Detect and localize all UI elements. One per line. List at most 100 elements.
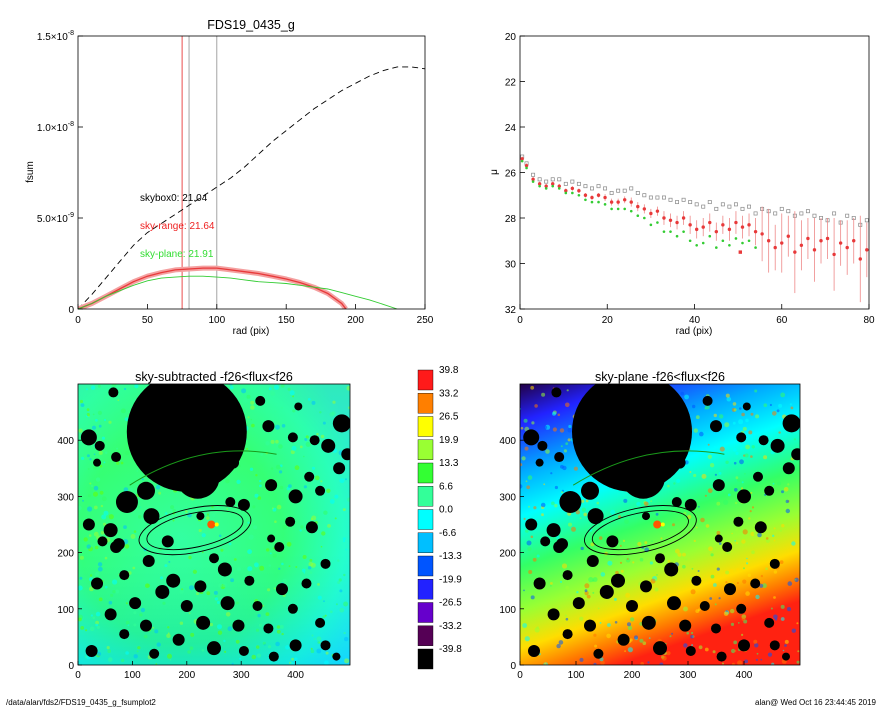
point-marker <box>597 200 600 204</box>
star-mask <box>289 639 302 652</box>
noise-speck <box>320 480 323 483</box>
noise-speck <box>797 650 800 653</box>
point-marker <box>656 221 659 224</box>
noise-speck <box>166 633 171 638</box>
noise-speck <box>79 555 84 560</box>
y-tick-label: 400 <box>499 436 516 447</box>
noise-speck <box>691 567 694 570</box>
star-mask <box>305 521 318 534</box>
noise-speck <box>95 623 99 627</box>
y-axis-ticks: 0 5.0×10-9 1.0×10-8 1.5×10-8 <box>37 30 83 316</box>
noise-speck <box>313 638 316 640</box>
noise-speck <box>791 541 796 546</box>
noise-speck <box>697 570 700 572</box>
point-marker <box>649 211 653 216</box>
noise-speck <box>347 497 350 502</box>
noise-speck <box>281 562 284 566</box>
noise-speck <box>579 517 582 520</box>
noise-speck <box>179 589 184 594</box>
star-mask <box>554 452 565 463</box>
noise-speck <box>155 663 158 665</box>
point-marker <box>596 193 601 197</box>
noise-speck <box>99 464 103 468</box>
noise-speck <box>526 485 531 490</box>
noise-speck <box>625 592 631 598</box>
point-marker <box>832 252 836 257</box>
noise-speck <box>160 576 164 580</box>
noise-speck <box>740 447 743 450</box>
noise-speck <box>295 566 298 568</box>
noise-speck <box>735 476 739 480</box>
noise-speck <box>773 539 776 542</box>
noise-speck <box>274 424 280 430</box>
noise-speck <box>190 632 195 637</box>
noise-speck <box>262 641 266 645</box>
noise-speck <box>619 544 622 547</box>
noise-speck <box>741 539 746 544</box>
noise-speck <box>773 614 778 620</box>
noise-speck <box>596 501 600 505</box>
noise-speck <box>751 445 755 449</box>
noise-speck <box>282 578 287 583</box>
noise-speck <box>274 410 277 413</box>
noise-speck <box>86 413 90 417</box>
star-mask <box>262 420 275 433</box>
noise-speck <box>745 444 750 450</box>
noise-speck <box>106 646 110 650</box>
noise-speck <box>786 607 792 612</box>
star-mask <box>166 573 181 588</box>
noise-speck <box>247 521 250 524</box>
noise-speck <box>253 525 258 530</box>
noise-speck <box>206 591 211 596</box>
star-mask <box>267 534 276 543</box>
star-mask <box>742 402 751 411</box>
colorbar-cell <box>417 532 434 553</box>
noise-speck <box>627 625 633 631</box>
star-mask <box>655 553 665 564</box>
point-marker <box>648 195 653 200</box>
point-marker <box>832 211 837 216</box>
point-marker <box>570 186 575 191</box>
star-mask <box>209 553 219 564</box>
star-mask <box>684 498 697 511</box>
noise-speck <box>246 447 249 450</box>
noise-speck <box>682 552 686 557</box>
noise-speck <box>268 564 272 567</box>
noise-speck <box>324 660 329 665</box>
noise-speck <box>290 450 295 455</box>
noise-speck <box>597 607 600 610</box>
noise-speck <box>256 653 261 658</box>
noise-speck <box>108 514 114 520</box>
noise-speck <box>250 418 253 421</box>
noise-speck <box>133 654 138 659</box>
noise-speck <box>636 605 642 611</box>
noise-speck <box>299 472 303 477</box>
star-mask <box>770 438 785 453</box>
noise-speck <box>791 628 796 633</box>
star-mask <box>551 387 562 398</box>
y-axis-label: μ <box>489 169 500 175</box>
noise-speck <box>165 512 168 515</box>
image-frame <box>77 383 351 666</box>
noise-speck <box>744 473 746 475</box>
point-marker <box>544 184 548 188</box>
y-tick-label: 200 <box>499 549 516 560</box>
noise-speck <box>319 411 322 414</box>
star-mask <box>155 584 170 599</box>
noise-speck <box>592 577 598 582</box>
noise-speck <box>311 400 316 405</box>
noise-speck <box>682 564 686 569</box>
noise-speck <box>334 494 339 499</box>
noise-speck <box>273 587 276 590</box>
point-marker <box>688 223 692 227</box>
noise-speck <box>741 481 744 484</box>
star-mask <box>288 489 303 504</box>
noise-speck <box>249 467 254 471</box>
colorbar-cell <box>417 625 434 646</box>
noise-speck <box>762 583 767 589</box>
noise-speck <box>698 645 703 650</box>
star-mask <box>301 578 312 589</box>
noise-speck <box>599 621 602 624</box>
point-marker <box>708 220 712 225</box>
noise-speck <box>757 532 762 538</box>
